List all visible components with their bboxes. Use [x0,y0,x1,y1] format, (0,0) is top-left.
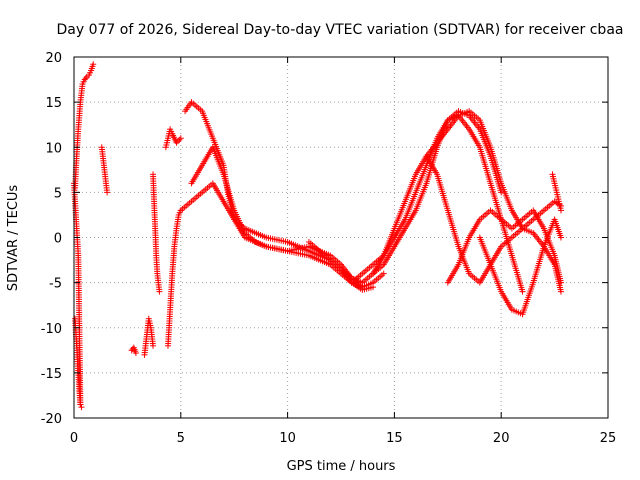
x-axis-label: GPS time / hours [287,459,396,474]
data-point [78,404,85,411]
data-point [104,189,111,196]
data-point [82,75,89,82]
y-tick-label: -5 [49,277,62,292]
y-tick-labels: -20 -15 -10 -5 0 5 10 15 20 [41,51,62,427]
y-tick-label: -20 [41,412,62,427]
y-tick-label: -10 [41,322,62,337]
x-tick-label: 10 [279,431,296,446]
data-point [558,234,565,241]
x-tick-labels: 0 5 10 15 20 25 [70,431,616,446]
y-tick-label: 15 [45,96,62,111]
tick-marks [73,56,609,419]
data-point [150,342,157,349]
y-tick-label: 0 [54,232,62,247]
x-tick-label: 5 [177,431,185,446]
data-point [519,288,526,295]
y-tick-label: -15 [41,367,62,382]
data-point [558,288,565,295]
y-tick-label: 5 [54,186,62,201]
data-point [380,270,387,277]
chart-title: Day 077 of 2026, Sidereal Day-to-day VTE… [57,22,624,38]
data-point [558,279,565,286]
data-point [77,401,84,408]
data-point [156,288,163,295]
data-point [90,61,97,68]
data-point [132,350,139,357]
x-tick-label: 25 [600,431,617,446]
x-tick-label: 15 [386,431,403,446]
data-point [177,135,184,142]
y-tick-label: 20 [45,51,62,66]
data-points [71,61,565,411]
x-tick-label: 0 [70,431,78,446]
data-point [558,207,565,214]
y-tick-label: 10 [45,141,62,156]
x-tick-label: 20 [493,431,510,446]
y-axis-label: SDTVAR / TECUs [6,185,21,292]
